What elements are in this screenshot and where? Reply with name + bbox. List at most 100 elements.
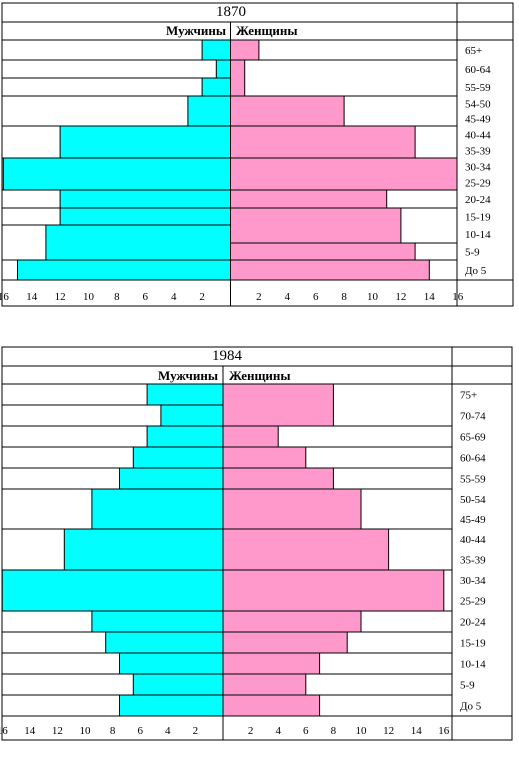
age-label: 70-74 [460, 411, 486, 423]
age-label: 15-19 [460, 638, 486, 650]
female-bar-54-50-45-49 [230, 95, 345, 127]
female-bar-40-44-35-39 [222, 528, 390, 571]
x-tick-label: 12 [52, 725, 63, 737]
age-label: 65+ [465, 45, 482, 57]
x-tick-layer: 16 14 12 10 8 6 4 2 2 4 6 8 10 12 14 16 [0, 291, 464, 303]
female-header: Женщины [236, 23, 298, 38]
chart-title: 1870 [216, 4, 246, 20]
age-label: 30-34 [465, 162, 491, 174]
age-label: До 5 [465, 265, 487, 277]
age-label: 40-44 [460, 534, 486, 546]
female-bar-65-69 [222, 425, 279, 448]
age-label: 5-9 [465, 247, 480, 259]
x-tick-label: 2 [199, 291, 205, 303]
x-tick-label: 6 [137, 725, 143, 737]
male-bar-60-64 [132, 446, 224, 469]
age-labels-layer: 65+ 60-64 55-59 54-50 45-49 40-44 35-39 30-34 25… [465, 45, 491, 277]
age-label: 35-39 [465, 146, 491, 158]
age-label: 35-39 [460, 555, 486, 567]
male-bar-40-44-35-39 [59, 125, 231, 159]
pyramid-chart-1984: 1984 Мужчины Женщины 75+ 70-74 65-69 60-64 5… [0, 346, 513, 741]
age-label: 30-34 [460, 575, 486, 587]
x-tick-label: 12 [55, 291, 66, 303]
female-bar-15-19 [222, 631, 348, 654]
age-label: 60-64 [460, 453, 486, 465]
female-bar-50-54-45-49 [222, 488, 362, 530]
x-tick-layer: 16 14 12 10 8 6 4 2 2 4 6 8 10 12 14 16 [0, 725, 450, 737]
female-bar-20-24 [230, 189, 388, 209]
x-tick-label: 2 [248, 725, 254, 737]
female-row-frame [230, 59, 458, 97]
x-tick-label: 14 [411, 725, 423, 737]
female-bar-10-14 [222, 652, 321, 675]
male-bar-65-69 [146, 425, 224, 448]
male-bar-30-34-25-29 [2, 157, 231, 191]
x-tick-label: 8 [114, 291, 120, 303]
male-bar-До 5 [119, 694, 224, 717]
x-tick-label: 6 [143, 291, 149, 303]
male-bar-15-19 [59, 207, 231, 226]
bars-layer [1, 39, 458, 281]
age-label: 25-29 [465, 178, 491, 190]
male-bar-55-59 [201, 77, 232, 97]
male-bar-10-14 [119, 652, 224, 675]
male-header: Мужчины [158, 368, 218, 383]
male-bar-20-24 [91, 610, 224, 633]
male-bar-60-64 [215, 59, 232, 79]
male-bar-20-24 [59, 189, 231, 209]
male-row-frame [1, 77, 231, 97]
female-bar-30-34-25-29 [222, 569, 445, 612]
female-bar-60-64 [222, 446, 307, 469]
male-bar-75+ [146, 383, 224, 406]
male-row-frame [1, 39, 231, 61]
female-bar-75+-70-74 [222, 383, 334, 427]
x-tick-label: 8 [331, 725, 337, 737]
x-tick-label: 16 [438, 725, 450, 737]
x-tick-label: 10 [367, 291, 379, 303]
female-bar-15-19-10-14 [230, 207, 402, 244]
pyramid-chart-1870: 1870 Мужчины Женщины 65+ 60-64 55-59 54-50 4… [0, 2, 514, 307]
x-tick-label: 12 [395, 291, 406, 303]
male-bar-5-9 [132, 673, 224, 696]
age-label: 45-49 [460, 514, 486, 526]
male-bar-55-59 [119, 467, 224, 490]
age-label: 50-54 [460, 494, 486, 506]
male-bar-30-34-25-29 [1, 569, 224, 612]
female-bar-До 5 [222, 694, 321, 717]
x-tick-label: 14 [424, 291, 436, 303]
age-label: 25-29 [460, 596, 486, 608]
female-bar-5-9 [230, 242, 416, 261]
male-bar-50-54-45-49 [91, 488, 224, 530]
female-bar-65+ [230, 39, 260, 61]
age-label: 15-19 [465, 212, 491, 224]
x-tick-label: 10 [83, 291, 95, 303]
age-label: 55-59 [465, 82, 491, 94]
x-tick-label: 10 [80, 725, 92, 737]
male-row-frame [1, 59, 231, 79]
x-tick-label: 16 [452, 291, 464, 303]
grid-layer [1, 2, 514, 307]
age-label: 55-59 [460, 474, 486, 486]
x-tick-label: 4 [275, 725, 281, 737]
age-label: 60-64 [465, 64, 491, 76]
female-bar-55-59 [222, 467, 334, 490]
age-label: 54-50 [465, 99, 491, 111]
female-bar-20-24 [222, 610, 362, 633]
outer-frame [1, 346, 513, 741]
age-labels-layer: 75+ 70-74 65-69 60-64 55-59 50-54 45-49 40-44 35… [460, 390, 486, 713]
male-bar-40-44-35-39 [63, 528, 224, 571]
female-bar-30-34-25-29 [230, 157, 458, 191]
male-bar-70-74 [160, 404, 224, 427]
x-tick-label: 6 [313, 291, 319, 303]
female-bar-5-9 [222, 673, 307, 696]
male-bar-10-14-5-9 [45, 224, 232, 261]
x-tick-label: 4 [285, 291, 291, 303]
x-tick-label: 14 [24, 725, 36, 737]
age-label: 65-69 [460, 432, 486, 444]
female-row-frame [230, 39, 458, 61]
bars-layer [1, 383, 453, 717]
x-tick-label: 2 [256, 291, 262, 303]
female-bar-40-44-35-39 [230, 125, 416, 159]
x-tick-label: 6 [303, 725, 309, 737]
